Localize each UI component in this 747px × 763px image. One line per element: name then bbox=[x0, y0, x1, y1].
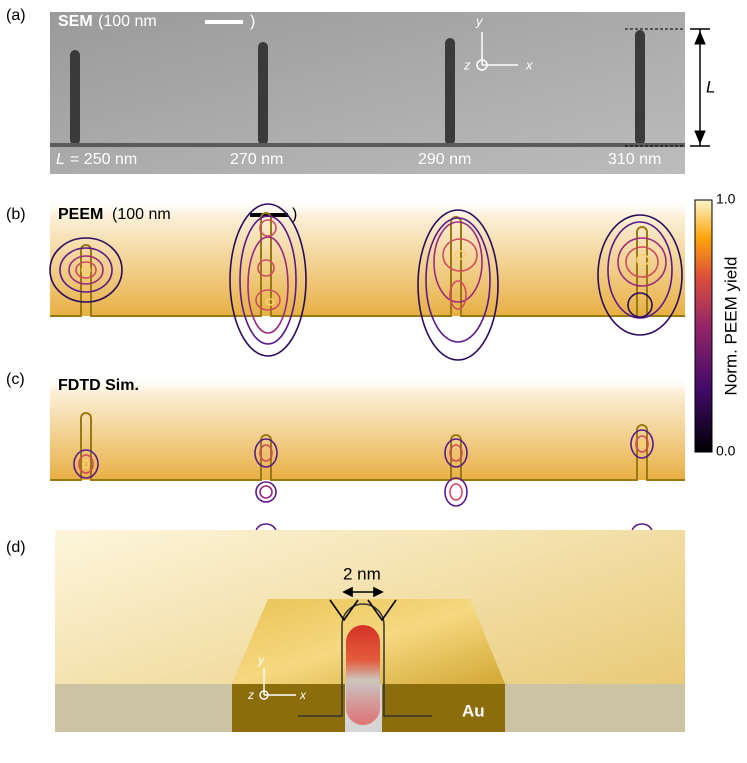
length-label: 310 nm bbox=[608, 151, 661, 168]
axis-label: z bbox=[463, 57, 471, 72]
gap-label: 2 nm bbox=[343, 564, 381, 583]
sem-title: SEM bbox=[58, 13, 93, 30]
sim-title: FDTD Sim. bbox=[58, 377, 139, 394]
sem-image bbox=[50, 12, 685, 174]
length-label: 270 nm bbox=[230, 151, 283, 168]
sim-background bbox=[50, 376, 685, 480]
axis-label: x bbox=[299, 688, 307, 702]
field-glow bbox=[346, 625, 380, 725]
length-symbol: L bbox=[56, 151, 65, 168]
panel-label: (b) bbox=[6, 206, 26, 223]
axis-label: y bbox=[257, 653, 265, 667]
axis-label: x bbox=[525, 57, 533, 72]
length-symbol: L bbox=[706, 77, 715, 96]
colorbar-max: 1.0 bbox=[716, 191, 736, 207]
colorbar-min: 0.0 bbox=[716, 443, 736, 459]
length-label: 290 nm bbox=[418, 151, 471, 168]
scale-text: (100 nm bbox=[98, 13, 157, 30]
scale-text: (100 nm bbox=[112, 206, 171, 223]
length-label: = 250 nm bbox=[70, 151, 137, 168]
scale-bar bbox=[205, 20, 243, 24]
peem-title: PEEM bbox=[58, 206, 103, 223]
scale-close: ) bbox=[250, 13, 255, 30]
scale-close: ) bbox=[292, 206, 297, 223]
panel-label: (a) bbox=[6, 7, 26, 24]
axis-label: z bbox=[247, 688, 254, 702]
gold-side bbox=[382, 684, 505, 732]
panel-label: (d) bbox=[6, 539, 26, 556]
colorbar-label: Norm. PEEM yield bbox=[721, 257, 740, 396]
material-label: Au bbox=[462, 701, 485, 720]
figure: (a) SEM (100 nm ) y z x L L = 250 nm 270… bbox=[0, 0, 747, 763]
colorbar bbox=[695, 200, 712, 452]
panel-label: (c) bbox=[6, 371, 25, 388]
